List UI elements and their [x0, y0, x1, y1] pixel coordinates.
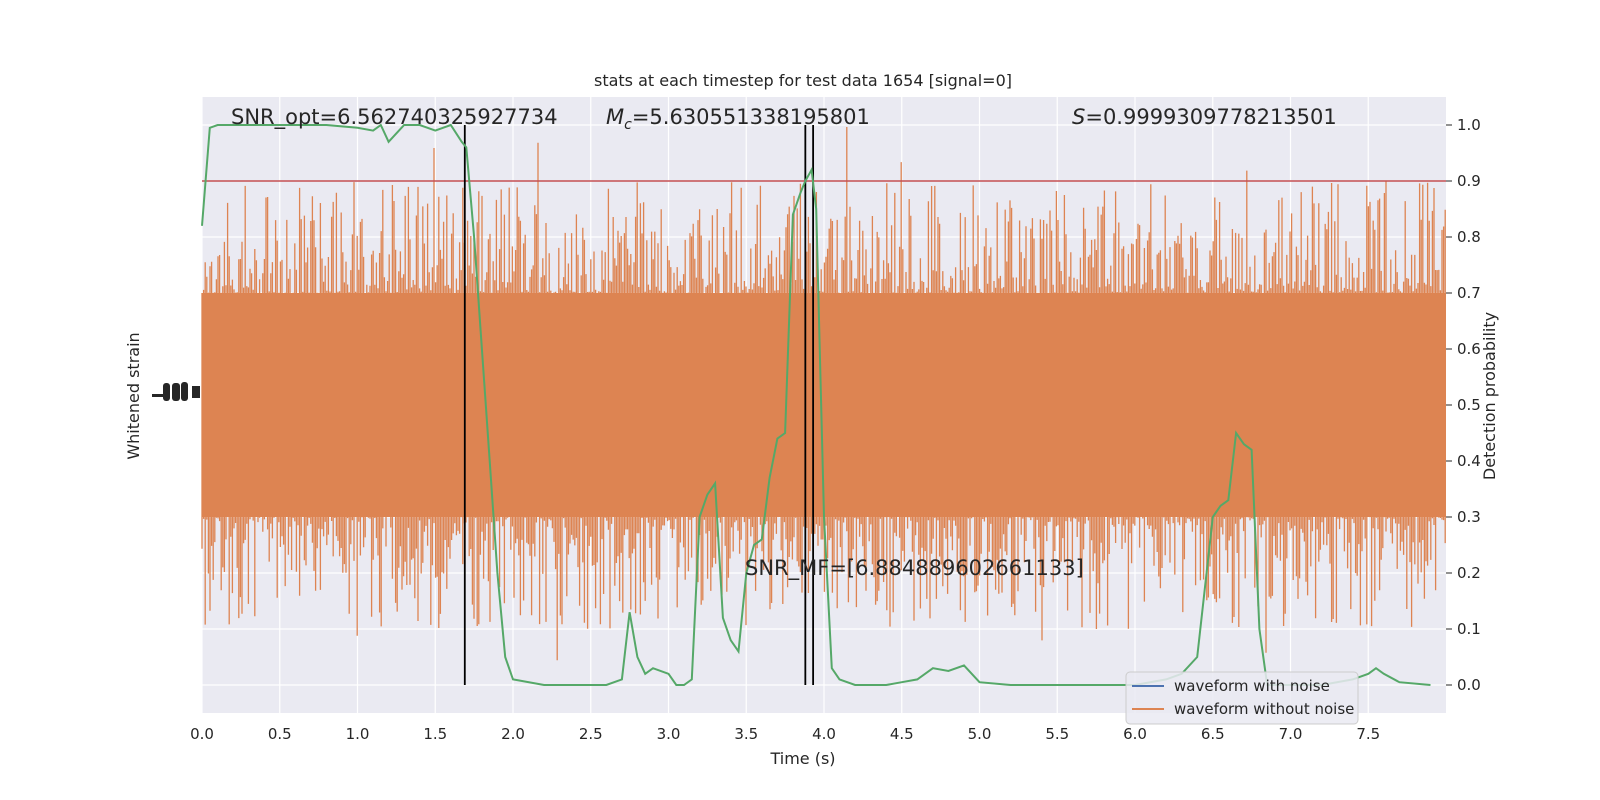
x-tick-label: 4.5 [890, 725, 914, 743]
x-tick-label: 0.5 [268, 725, 292, 743]
x-tick-label: 3.5 [734, 725, 758, 743]
right-y-axis-label: Detection probability [1480, 312, 1499, 480]
legend-box [1125, 671, 1359, 725]
x-tick-label: 1.0 [346, 725, 370, 743]
y-tick-label: 0.6 [1457, 340, 1481, 358]
s-symbol: S [1072, 105, 1085, 129]
x-tick-label: 7.5 [1356, 725, 1380, 743]
x-axis-label: Time (s) [769, 749, 835, 768]
chirp-mass-annotation: Mc=5.630551338195801 [606, 105, 870, 133]
s-annotation: S=0.9999309778213501 [1072, 105, 1337, 129]
y-tick-label: 0.3 [1457, 508, 1481, 526]
x-tick-label: 2.0 [501, 725, 525, 743]
y-tick-label: 0.7 [1457, 284, 1481, 302]
y-tick-labels: 0.0 0.1 0.2 0.3 0.4 0.5 0.6 0.7 0.8 0.9 1.0 [1446, 116, 1481, 694]
detection-probability-line [201, 123, 1431, 686]
x-tick-label: 5.5 [1045, 725, 1069, 743]
left-y-axis-label: Whitened strain [124, 332, 143, 459]
x-tick-label: 1.5 [423, 725, 447, 743]
chirp-mass-value: =5.630551338195801 [632, 105, 870, 129]
chirp-mass-subscript: c [624, 117, 632, 133]
legend: waveform with noise waveform without noi… [1125, 671, 1359, 725]
y-tick-label: 0.9 [1457, 172, 1481, 190]
y-tick-label: 0.5 [1457, 396, 1481, 414]
snr-opt-annotation: SNR_opt=6.562740325927734 [231, 105, 558, 130]
chart-title: stats at each timestep for test data 165… [594, 71, 1012, 90]
chirp-mass-symbol: M [606, 105, 624, 129]
x-tick-label: 2.5 [579, 725, 603, 743]
x-tick-label: 3.0 [657, 725, 681, 743]
snr-mf-annotation: SNR_MF=[6.884889602661133] [745, 556, 1084, 581]
y-tick-label: 0.8 [1457, 228, 1481, 246]
x-tick-label: 7.0 [1279, 725, 1303, 743]
left-axis-ticks-clutter [152, 382, 200, 401]
x-tick-label: 0.0 [190, 725, 214, 743]
x-tick-labels: 0.0 0.5 1.0 1.5 2.0 2.5 3.0 3.5 4.0 4.5 5.0 5.5 6.0 6… [190, 725, 1380, 743]
s-value: =0.9999309778213501 [1085, 105, 1336, 129]
y-tick-label: 1.0 [1457, 116, 1481, 134]
event-vertical-lines [463, 125, 815, 685]
x-tick-label: 6.0 [1123, 725, 1147, 743]
x-tick-label: 5.0 [968, 725, 992, 743]
y-tick-label: 0.4 [1457, 452, 1481, 470]
noise-waveform-trace [201, 127, 1446, 661]
x-tick-label: 4.0 [812, 725, 836, 743]
y-tick-label: 0.0 [1457, 676, 1481, 694]
legend-label-with-noise: waveform with noise [1174, 677, 1330, 695]
y-tick-label: 0.1 [1457, 620, 1481, 638]
y-tick-label: 0.2 [1457, 564, 1481, 582]
x-tick-label: 6.5 [1201, 725, 1225, 743]
legend-label-without-noise: waveform without noise [1174, 700, 1354, 718]
